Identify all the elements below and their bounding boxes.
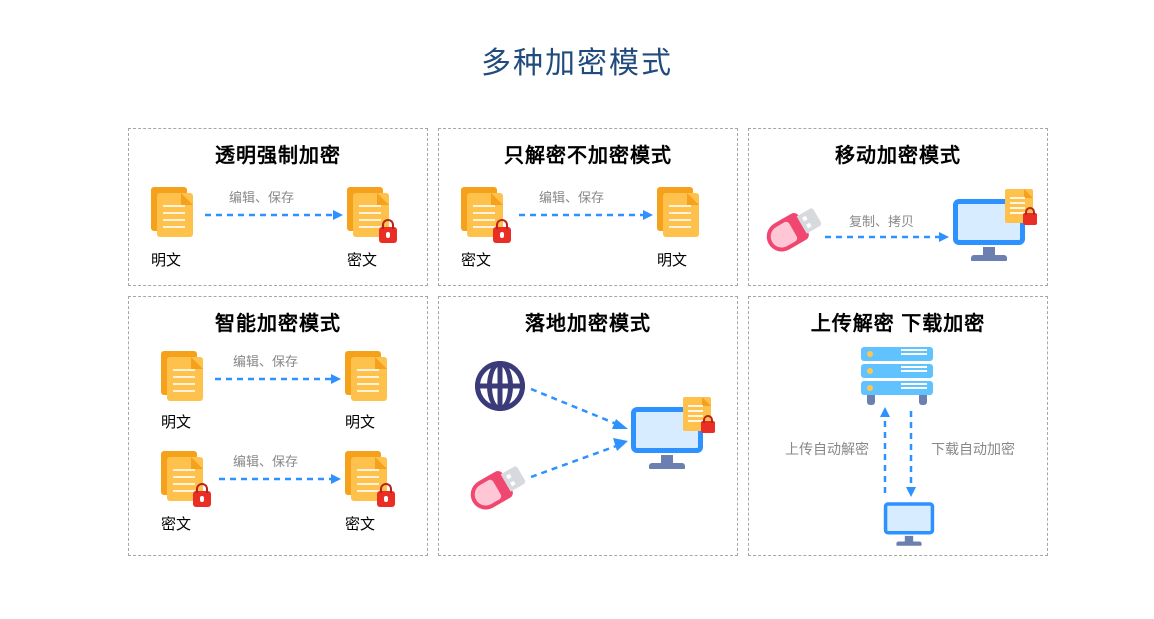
globe-icon	[475, 361, 525, 411]
edge-label: 编辑、保存	[229, 187, 294, 206]
page-title: 多种加密模式	[0, 38, 1154, 82]
edge-label: 下载自动加密	[931, 439, 1015, 459]
node-label: 明文	[657, 249, 687, 270]
panel-upload-download: 上传解密 下载加密 上传自动解密 下载自动加密	[748, 296, 1048, 556]
panel-title: 落地加密模式	[439, 307, 737, 336]
document-icon	[161, 351, 205, 403]
document-icon	[345, 351, 389, 403]
panel-grid: 透明强制加密 明文 密文 编辑、保存 只解密不加密模式 密文	[128, 128, 1050, 556]
document-locked-icon	[161, 451, 205, 503]
edge-label: 复制、拷贝	[849, 211, 914, 230]
panel-title: 透明强制加密	[129, 139, 427, 168]
document-locked-icon	[345, 451, 389, 503]
edge-label: 编辑、保存	[233, 451, 298, 470]
usb-drive-icon	[761, 203, 824, 257]
edge-label: 上传自动解密	[785, 439, 869, 459]
panel-landing-encrypt: 落地加密模式	[438, 296, 738, 556]
panel-mobile-encrypt: 移动加密模式 复制、拷贝	[748, 128, 1048, 286]
server-icon	[861, 347, 933, 395]
panel-title: 移动加密模式	[749, 139, 1047, 168]
document-icon	[657, 187, 701, 239]
node-label: 明文	[161, 411, 191, 432]
node-label: 密文	[347, 249, 377, 270]
node-label: 密文	[461, 249, 491, 270]
node-label: 明文	[345, 411, 375, 432]
node-label: 密文	[345, 513, 375, 534]
document-locked-icon	[347, 187, 391, 239]
panel-title: 智能加密模式	[129, 307, 427, 336]
monitor-icon	[884, 502, 934, 545]
edge-label: 编辑、保存	[233, 351, 298, 370]
document-icon	[151, 187, 195, 239]
document-locked-icon	[461, 187, 505, 239]
usb-drive-icon	[465, 461, 528, 515]
node-label: 密文	[161, 513, 191, 534]
edge-label: 编辑、保存	[539, 187, 604, 206]
panel-title: 上传解密 下载加密	[749, 307, 1047, 336]
panel-transparent-encrypt: 透明强制加密 明文 密文 编辑、保存	[128, 128, 428, 286]
monitor-locked-doc-icon	[631, 407, 703, 469]
node-label: 明文	[151, 249, 181, 270]
panel-title: 只解密不加密模式	[439, 139, 737, 168]
panel-decrypt-only: 只解密不加密模式 密文 明文 编辑、保存	[438, 128, 738, 286]
monitor-locked-doc-icon	[953, 199, 1025, 261]
panel-smart-encrypt: 智能加密模式 明文 明文 密文 密文 编辑、保存 编辑、保存	[128, 296, 428, 556]
